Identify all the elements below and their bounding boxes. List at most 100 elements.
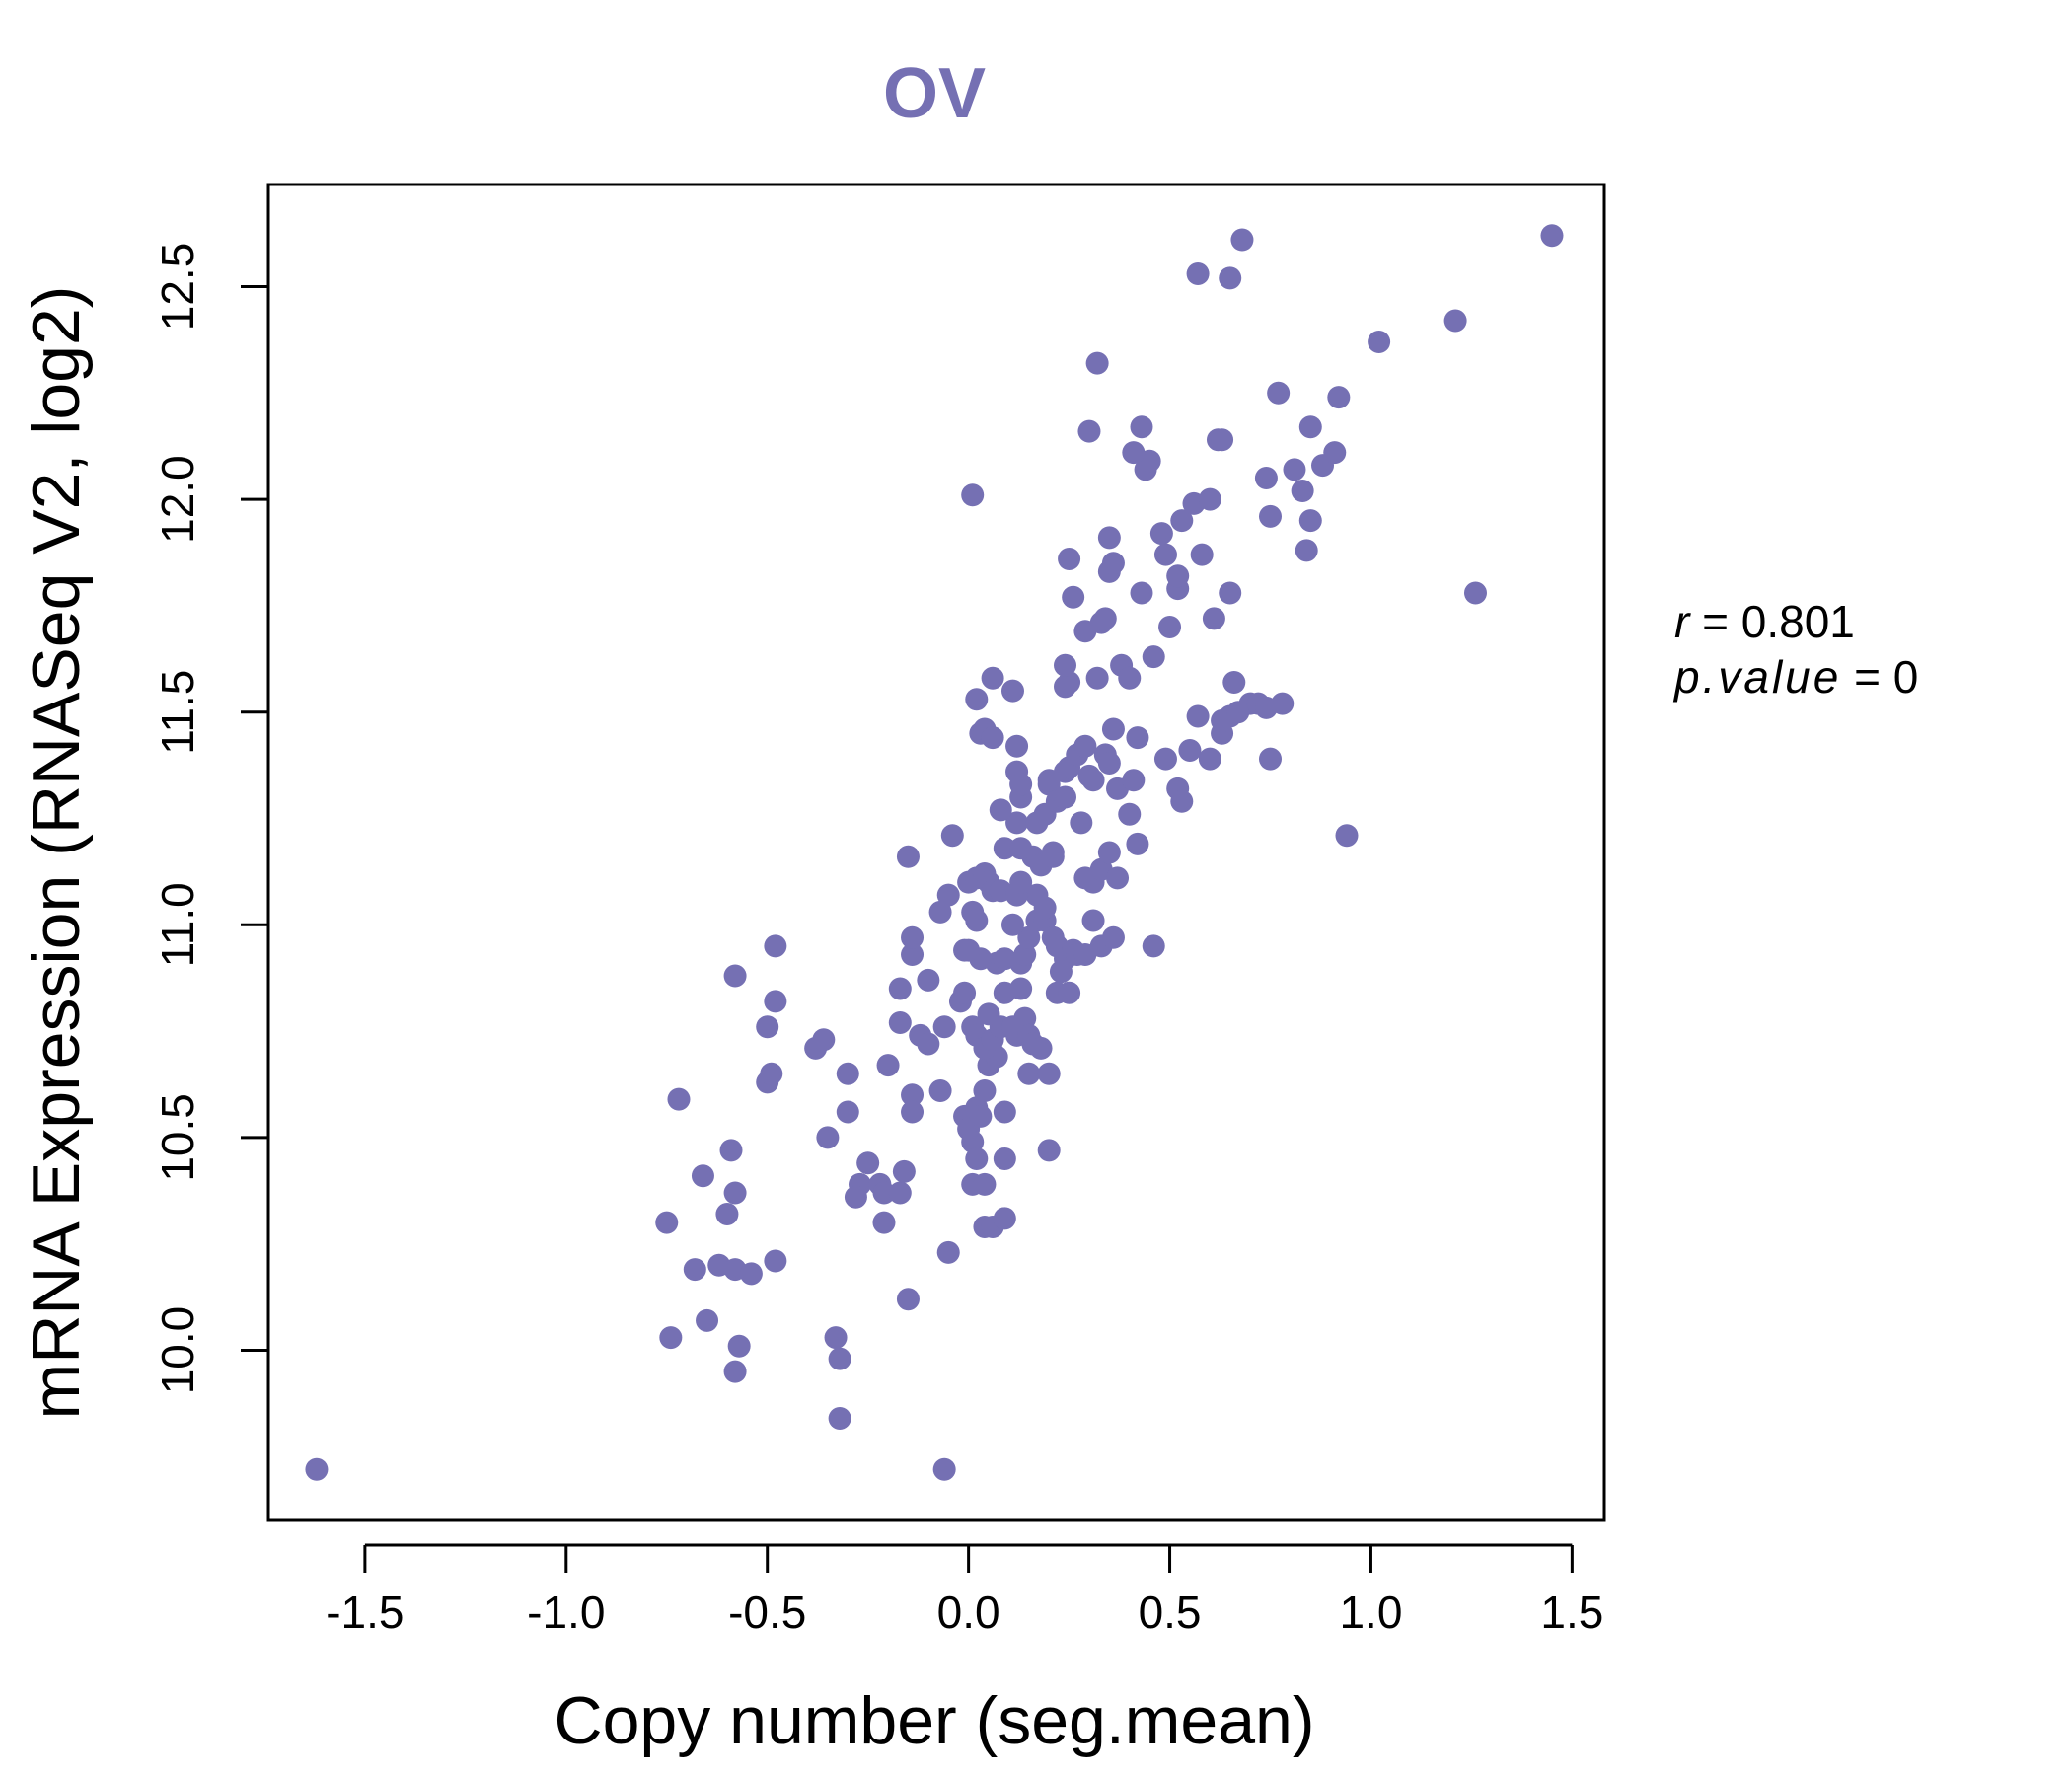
data-point bbox=[973, 1078, 997, 1102]
data-point bbox=[1130, 581, 1153, 605]
data-point bbox=[932, 1457, 956, 1481]
data-point bbox=[1058, 981, 1081, 1004]
data-point bbox=[1219, 266, 1242, 290]
p-value: 0 bbox=[1893, 651, 1919, 703]
data-point bbox=[1230, 228, 1254, 252]
y-axis-label: mRNA Expression (RNASeq V2, log2) bbox=[19, 286, 94, 1420]
data-point bbox=[1009, 837, 1033, 860]
x-axis: -1.5 -1.0 -0.5 0.0 0.5 1.0 1.5 bbox=[326, 1543, 1603, 1638]
data-point bbox=[764, 990, 787, 1013]
x-axis-label: Copy number (seg.mean) bbox=[554, 1683, 1314, 1758]
data-point bbox=[969, 1104, 993, 1128]
data-point bbox=[961, 1130, 985, 1153]
data-point bbox=[1170, 789, 1194, 813]
data-point bbox=[719, 1139, 743, 1162]
pvalue-annotation: p.value = 0 bbox=[1672, 651, 1918, 703]
x-tick-label: -1.5 bbox=[326, 1587, 404, 1638]
y-tick-label: 11.0 bbox=[152, 882, 203, 967]
data-point bbox=[1097, 751, 1121, 775]
data-point bbox=[691, 1164, 714, 1188]
data-point bbox=[1062, 585, 1085, 609]
data-point bbox=[1327, 386, 1351, 409]
data-point bbox=[1017, 925, 1041, 949]
data-point bbox=[1085, 351, 1109, 375]
data-point bbox=[1033, 896, 1057, 920]
data-point bbox=[961, 483, 985, 507]
data-point bbox=[1101, 925, 1125, 949]
data-point bbox=[888, 977, 912, 1000]
data-point bbox=[756, 1015, 779, 1039]
data-point bbox=[1054, 653, 1077, 677]
data-point bbox=[1186, 704, 1210, 728]
data-point bbox=[917, 1032, 940, 1056]
data-point bbox=[739, 1262, 763, 1286]
y-tick-label: 10.0 bbox=[152, 1306, 203, 1395]
data-point bbox=[1254, 467, 1278, 490]
data-point bbox=[1259, 747, 1282, 771]
data-point bbox=[1106, 866, 1130, 890]
data-point bbox=[940, 824, 964, 848]
data-point bbox=[723, 1360, 747, 1383]
data-point bbox=[828, 1407, 851, 1431]
data-point bbox=[760, 1062, 783, 1085]
chart-title: OV bbox=[883, 54, 986, 133]
x-tick-label: 0.5 bbox=[1139, 1587, 1202, 1638]
data-point bbox=[1000, 913, 1024, 936]
data-point bbox=[928, 1078, 952, 1102]
x-tick-label: -1.0 bbox=[527, 1587, 605, 1638]
data-point bbox=[1335, 824, 1359, 848]
data-point bbox=[1198, 747, 1221, 771]
data-point bbox=[305, 1457, 329, 1481]
data-point bbox=[1149, 522, 1173, 546]
data-point bbox=[1130, 415, 1153, 439]
data-point bbox=[901, 925, 925, 949]
data-point bbox=[1298, 415, 1322, 439]
data-point bbox=[965, 1147, 989, 1170]
data-point bbox=[1166, 564, 1190, 588]
data-point bbox=[1081, 769, 1105, 792]
data-point bbox=[993, 1100, 1016, 1124]
data-point bbox=[667, 1087, 691, 1111]
data-point bbox=[723, 964, 747, 988]
data-point bbox=[1085, 666, 1109, 690]
data-point bbox=[1097, 841, 1121, 864]
data-point bbox=[764, 934, 787, 958]
data-point bbox=[1222, 671, 1246, 695]
data-point bbox=[876, 1054, 900, 1077]
data-point bbox=[965, 688, 989, 711]
data-point bbox=[1463, 581, 1487, 605]
data-point bbox=[836, 1062, 859, 1085]
data-point bbox=[1000, 679, 1024, 703]
correlation-annotation: r = 0.801 bbox=[1674, 596, 1855, 647]
data-point bbox=[1271, 692, 1295, 715]
data-point bbox=[1101, 717, 1125, 741]
data-point bbox=[1013, 1006, 1037, 1030]
data-point bbox=[812, 1028, 836, 1052]
data-point bbox=[981, 666, 1004, 690]
data-point bbox=[901, 1100, 925, 1124]
data-point bbox=[901, 942, 925, 966]
data-point bbox=[1118, 666, 1142, 690]
data-point bbox=[1058, 547, 1081, 570]
data-point bbox=[977, 1002, 1000, 1026]
data-point bbox=[1122, 769, 1146, 792]
x-tick-label: 1.5 bbox=[1540, 1587, 1603, 1638]
plot-frame bbox=[266, 183, 1606, 1522]
data-point bbox=[1122, 441, 1146, 465]
data-point bbox=[1158, 615, 1182, 638]
y-axis: 10.0 10.5 11.0 11.5 12.0 12.5 bbox=[152, 243, 270, 1395]
data-point bbox=[1073, 734, 1097, 758]
p-equals: = bbox=[1854, 651, 1893, 703]
data-point bbox=[1153, 747, 1177, 771]
data-point bbox=[655, 1211, 679, 1234]
data-point bbox=[1126, 726, 1149, 750]
data-point bbox=[1005, 734, 1029, 758]
data-point bbox=[1009, 870, 1033, 894]
data-point bbox=[1259, 504, 1282, 528]
data-point bbox=[727, 1334, 751, 1358]
data-point bbox=[973, 1172, 997, 1196]
data-point bbox=[993, 837, 1016, 860]
data-point bbox=[957, 938, 981, 962]
data-point bbox=[1443, 309, 1467, 333]
data-point bbox=[901, 1083, 925, 1107]
